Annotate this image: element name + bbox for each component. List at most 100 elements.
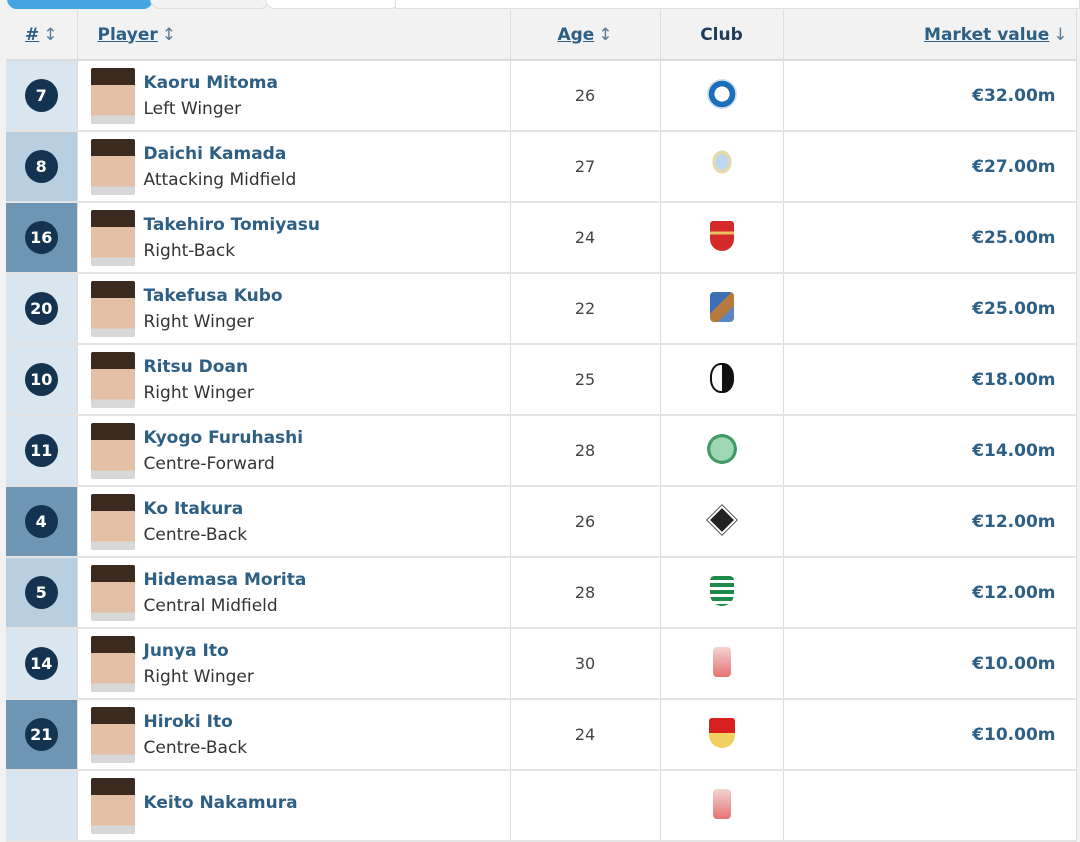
club-cell xyxy=(660,60,784,132)
age-cell: 26 xyxy=(510,486,661,558)
number-cell: 8 xyxy=(6,131,78,203)
table-row: 5 Hidemasa Morita Central Midfield 28 €1… xyxy=(6,557,1077,629)
player-position: Centre-Forward xyxy=(143,453,275,474)
table-row: 14 Junya Ito Right Winger 30 €10.00m xyxy=(6,628,1077,700)
player-name-link[interactable]: Hiroki Ito xyxy=(143,711,233,732)
player-position: Attacking Midfield xyxy=(143,169,297,190)
table-row: 7 Kaoru Mitoma Left Winger 26 €32.00m xyxy=(6,60,1077,132)
player-name-link[interactable]: Junya Ito xyxy=(143,640,229,661)
player-name-link[interactable]: Ko Itakura xyxy=(143,498,244,519)
tab[interactable] xyxy=(150,0,270,9)
tab-active[interactable] xyxy=(7,0,153,9)
market-value-cell[interactable]: €12.00m xyxy=(783,486,1077,558)
player-cell: Ko Itakura Centre-Back xyxy=(77,486,511,558)
sort-age-link[interactable]: Age xyxy=(557,24,595,45)
age-cell: 27 xyxy=(510,131,661,203)
number-cell: 5 xyxy=(6,557,78,629)
number-cell: 10 xyxy=(6,344,78,416)
table-row: 16 Takehiro Tomiyasu Right-Back 24 €25.0… xyxy=(6,202,1077,274)
sort-icon: ↕ xyxy=(43,24,58,45)
age-cell: 24 xyxy=(510,699,661,771)
market-value-cell[interactable]: €10.00m xyxy=(783,699,1077,771)
table-row: 8 Daichi Kamada Attacking Midfield 27 €2… xyxy=(6,131,1077,203)
player-position: Central Midfield xyxy=(143,595,278,616)
market-value-cell[interactable]: €32.00m xyxy=(783,60,1077,132)
age-cell: 28 xyxy=(510,415,661,487)
club-cell xyxy=(660,202,784,274)
shirt-number-badge: 8 xyxy=(24,150,58,183)
market-value-cell[interactable]: €25.00m xyxy=(783,202,1077,274)
real-sociedad-crest-icon[interactable] xyxy=(709,291,734,322)
market-value-cell[interactable]: €25.00m xyxy=(783,273,1077,345)
shirt-number-badge: 7 xyxy=(24,79,58,112)
reims-crest-icon[interactable] xyxy=(712,646,731,677)
stuttgart-crest-icon[interactable] xyxy=(708,717,735,748)
number-cell: 16 xyxy=(6,202,78,274)
reims-crest-icon[interactable] xyxy=(712,788,731,819)
celtic-crest-icon[interactable] xyxy=(706,433,737,464)
player-position: Right-Back xyxy=(143,240,236,261)
club-cell xyxy=(660,415,784,487)
col-market-value[interactable]: Market value ↓ xyxy=(783,10,1077,61)
sort-player-link[interactable]: Player xyxy=(97,24,158,45)
player-photo[interactable] xyxy=(90,138,135,195)
player-photo[interactable] xyxy=(90,635,135,692)
player-photo[interactable] xyxy=(90,280,135,337)
arsenal-crest-icon[interactable] xyxy=(709,220,734,251)
sporting-crest-icon[interactable] xyxy=(709,575,734,606)
freiburg-crest-icon[interactable] xyxy=(709,362,734,393)
player-cell: Hidemasa Morita Central Midfield xyxy=(77,557,511,629)
club-cell xyxy=(660,699,784,771)
lazio-crest-icon[interactable] xyxy=(706,149,737,180)
table-row: 4 Ko Itakura Centre-Back 26 €12.00m xyxy=(6,486,1077,558)
shirt-number-badge: 5 xyxy=(24,576,58,609)
table-row: 20 Takefusa Kubo Right Winger 22 €25.00m xyxy=(6,273,1077,345)
sort-icon: ↕ xyxy=(161,24,176,45)
tab-filler xyxy=(395,0,1080,9)
col-number[interactable]: # ↕ xyxy=(6,10,78,61)
player-name-link[interactable]: Ritsu Doan xyxy=(143,356,249,377)
shirt-number-badge: 11 xyxy=(24,434,58,467)
player-name-link[interactable]: Takehiro Tomiyasu xyxy=(143,214,321,235)
player-position: Centre-Back xyxy=(143,737,248,758)
player-name-link[interactable]: Kaoru Mitoma xyxy=(143,72,278,93)
market-value-cell[interactable]: €27.00m xyxy=(783,131,1077,203)
player-photo[interactable] xyxy=(90,493,135,550)
player-photo[interactable] xyxy=(90,564,135,621)
number-cell: 21 xyxy=(6,699,78,771)
market-value-cell[interactable]: €14.00m xyxy=(783,415,1077,487)
club-cell xyxy=(660,486,784,558)
player-cell: Takefusa Kubo Right Winger xyxy=(77,273,511,345)
player-name-link[interactable]: Daichi Kamada xyxy=(143,143,287,164)
player-photo[interactable] xyxy=(90,209,135,266)
player-photo[interactable] xyxy=(90,351,135,408)
market-value-cell[interactable]: €18.00m xyxy=(783,344,1077,416)
number-cell: 11 xyxy=(6,415,78,487)
player-photo[interactable] xyxy=(90,422,135,479)
age-cell: 22 xyxy=(510,273,661,345)
player-name-link[interactable]: Kyogo Furuhashi xyxy=(143,427,304,448)
sort-icon: ↕ xyxy=(598,24,613,45)
player-name-link[interactable]: Hidemasa Morita xyxy=(143,569,307,590)
shirt-number-badge: 16 xyxy=(24,221,58,254)
col-age[interactable]: Age ↕ xyxy=(510,10,661,61)
tab[interactable] xyxy=(265,0,400,9)
sort-value-link[interactable]: Market value xyxy=(924,24,1050,45)
player-photo[interactable] xyxy=(90,706,135,763)
player-name-link[interactable]: Takefusa Kubo xyxy=(143,285,283,306)
shirt-number-badge: 21 xyxy=(24,718,58,751)
market-value-cell[interactable]: €10.00m xyxy=(783,628,1077,700)
player-photo[interactable] xyxy=(90,67,135,124)
club-cell xyxy=(660,557,784,629)
brighton-crest-icon[interactable] xyxy=(706,78,737,109)
player-cell: Hiroki Ito Centre-Back xyxy=(77,699,511,771)
player-name-link[interactable]: Keito Nakamura xyxy=(143,792,298,813)
player-photo[interactable] xyxy=(90,777,135,834)
gladbach-crest-icon[interactable] xyxy=(705,503,738,536)
number-cell xyxy=(6,770,78,842)
col-player[interactable]: Player ↕ xyxy=(77,10,511,61)
market-value-cell[interactable]: €12.00m xyxy=(783,557,1077,629)
shirt-number-badge: 10 xyxy=(24,363,58,396)
market-value-cell[interactable] xyxy=(783,770,1077,842)
sort-number-link[interactable]: # xyxy=(25,24,40,45)
